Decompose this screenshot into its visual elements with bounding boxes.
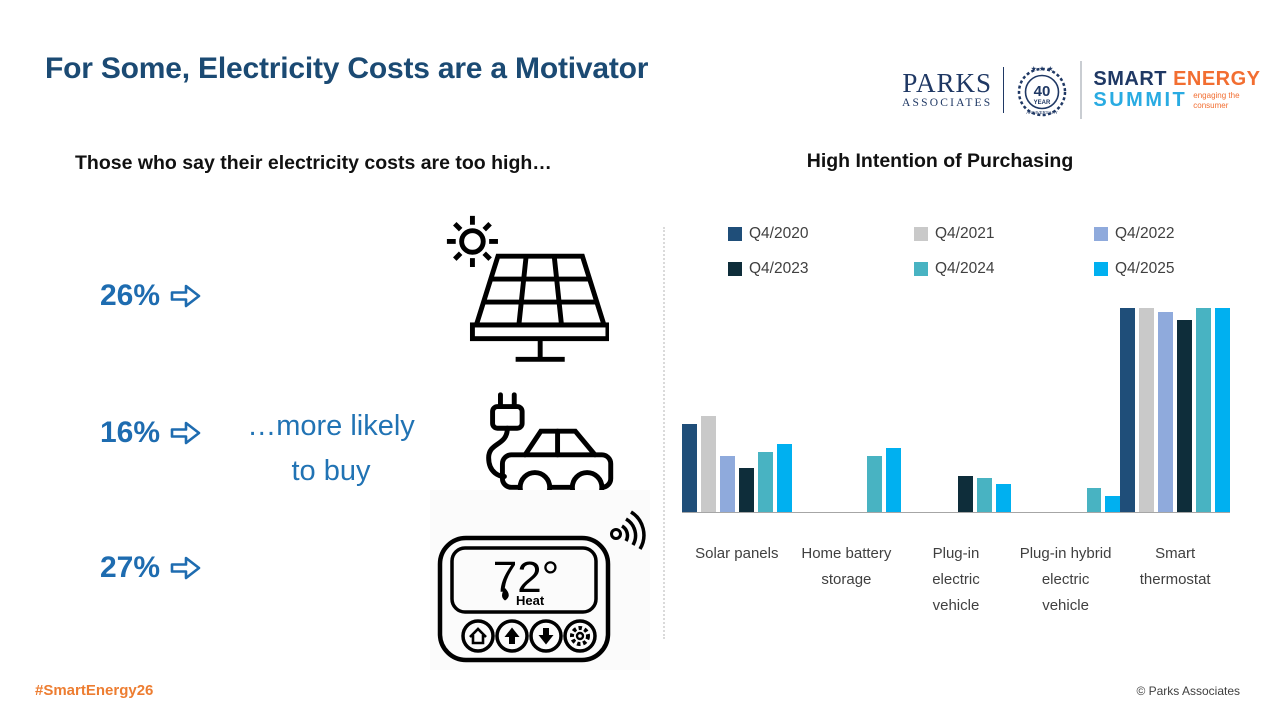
legend-swatch-icon — [728, 262, 742, 276]
legend-swatch-icon — [914, 227, 928, 241]
bar — [1139, 308, 1155, 512]
legend-item: Q4/2022 — [1094, 225, 1244, 243]
category-label: Home battery storage — [801, 545, 892, 588]
bar — [776, 444, 792, 512]
chart-plot — [681, 292, 1230, 513]
bar — [757, 452, 773, 512]
legend-label: Q4/2020 — [749, 225, 809, 242]
stat-row-thermostat: 27% — [100, 551, 202, 585]
bar — [700, 416, 716, 512]
bar-group — [901, 476, 1011, 512]
bar — [1158, 312, 1174, 512]
legend-label: Q4/2022 — [1115, 225, 1175, 242]
logo-separator — [1080, 61, 1083, 119]
stat-row-ev: 16% — [100, 416, 202, 450]
chart-title: High Intention of Purchasing — [806, 150, 1074, 172]
stat-value: 16% — [100, 416, 161, 449]
stat-row-solar: 26% — [100, 279, 202, 313]
anniversary-badge-icon: ★ ★ ★ 40 YEAR ANNIVERSARY — [1015, 63, 1069, 117]
summit-logo-energy: ENERGY — [1173, 68, 1261, 90]
section-divider — [663, 227, 665, 639]
bar — [719, 456, 735, 512]
bar — [681, 424, 697, 512]
hashtag-label: #SmartEnergy26 — [35, 682, 154, 699]
page-title: For Some, Electricity Costs are a Motiva… — [45, 52, 649, 85]
bar-group — [1120, 308, 1230, 512]
bar — [886, 448, 902, 512]
legend-item: Q4/2020 — [728, 225, 914, 243]
bar-group — [792, 448, 902, 512]
right-arrow-icon — [170, 556, 201, 580]
legend-label: Q4/2021 — [935, 225, 995, 242]
bar — [976, 478, 992, 512]
svg-text:72°: 72° — [493, 553, 560, 602]
solar-panel-icon — [446, 215, 609, 362]
legend-item: Q4/2023 — [728, 260, 914, 278]
category-label: Solar panels — [695, 545, 779, 562]
right-arrow-icon — [170, 284, 201, 308]
svg-text:ANNIVERSARY: ANNIVERSARY — [1027, 110, 1058, 115]
bar — [995, 484, 1011, 512]
bar — [1105, 496, 1121, 512]
chart-legend: Q4/2020 Q4/2021 Q4/2022 Q4/2023 Q4/2024 Q4/20… — [728, 225, 1244, 278]
smart-energy-summit-logo: SMART ENERGY SUMMIT engaging the consume… — [1093, 69, 1260, 111]
svg-text:40: 40 — [1034, 83, 1051, 100]
parks-associates-logo: PARKS ASSOCIATES — [902, 70, 992, 110]
svg-text:Heat: Heat — [516, 593, 545, 608]
svg-text:YEAR: YEAR — [1034, 100, 1051, 106]
legend-swatch-icon — [914, 262, 928, 276]
bar — [1196, 308, 1212, 512]
bar — [1215, 308, 1230, 512]
category-label: Plug-in hybrid electric vehicle — [1019, 545, 1112, 614]
legend-swatch-icon — [1094, 227, 1108, 241]
legend-label: Q4/2025 — [1115, 260, 1175, 277]
copyright-label: © Parks Associates — [1136, 684, 1240, 698]
bar — [1177, 320, 1193, 512]
category-label: Smart thermostat — [1139, 545, 1211, 588]
bar — [957, 476, 973, 512]
legend-item: Q4/2025 — [1094, 260, 1244, 278]
stat-value: 26% — [100, 279, 161, 312]
category-label: Plug-in electric vehicle — [932, 545, 980, 614]
chart-category-labels: Solar panels Home battery storage Plug-in … — [682, 541, 1230, 619]
bar-group — [681, 416, 792, 512]
legend-label: Q4/2023 — [749, 260, 809, 277]
bar — [1086, 488, 1102, 512]
smart-thermostat-icon: 72° Heat — [430, 490, 650, 670]
summit-logo-tagline: engaging the consumer — [1193, 91, 1240, 110]
logo-separator — [1003, 67, 1005, 113]
more-likely-text: …more likely to buy — [247, 410, 415, 487]
parks-logo-sub: ASSOCIATES — [902, 97, 993, 110]
bar — [1120, 308, 1136, 512]
legend-swatch-icon — [1094, 262, 1108, 276]
summit-logo-smart: SMART — [1093, 68, 1167, 90]
bar — [738, 468, 754, 512]
legend-label: Q4/2024 — [935, 260, 995, 277]
right-arrow-icon — [170, 421, 201, 445]
bar-group — [1011, 488, 1121, 512]
legend-swatch-icon — [728, 227, 742, 241]
svg-text:★ ★ ★: ★ ★ ★ — [1031, 65, 1054, 73]
summit-logo-summit: SUMMIT — [1093, 89, 1188, 111]
legend-item: Q4/2024 — [914, 260, 1094, 278]
left-section-heading: Those who say their electricity costs ar… — [75, 152, 552, 174]
bar — [867, 456, 883, 512]
parks-logo-name: PARKS — [902, 68, 992, 99]
legend-item: Q4/2021 — [914, 225, 1094, 243]
stat-value: 27% — [100, 551, 161, 584]
logo-row: PARKS ASSOCIATES ★ ★ ★ 40 YEAR ANNIVERSA… — [902, 58, 1261, 122]
